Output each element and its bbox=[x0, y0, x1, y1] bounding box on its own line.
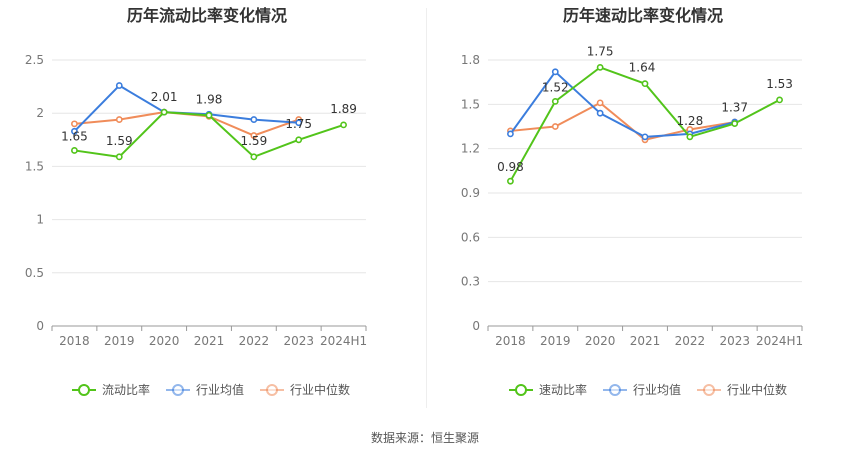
x-tick-label: 2019 bbox=[104, 334, 135, 348]
series-line-3 bbox=[74, 111, 300, 137]
data-point bbox=[71, 120, 78, 128]
data-label: 1.53 bbox=[766, 77, 793, 91]
data-point bbox=[115, 153, 123, 161]
data-label: 2.01 bbox=[151, 90, 178, 104]
y-tick-label: 0 bbox=[36, 319, 44, 333]
x-tick-label: 2023 bbox=[719, 334, 750, 348]
data-label: 1.59 bbox=[106, 134, 133, 148]
data-point bbox=[250, 132, 258, 139]
y-tick-label: 1 bbox=[36, 213, 44, 227]
data-point bbox=[596, 63, 604, 71]
legend-marker bbox=[172, 384, 184, 396]
y-tick-label: 2 bbox=[36, 106, 44, 120]
data-point bbox=[641, 133, 649, 141]
data-point bbox=[641, 80, 649, 88]
legend-label: 流动比率 bbox=[102, 382, 150, 397]
data-label: 1.89 bbox=[330, 102, 357, 116]
data-point bbox=[250, 153, 258, 161]
data-point bbox=[205, 111, 213, 119]
chart-1: 历年流动比率变化情况 0 0.5 1 1.5 2 2.5 2018 2019 2020 2021 20… bbox=[25, 6, 367, 397]
data-point bbox=[507, 130, 514, 138]
x-tick-label: 2022 bbox=[239, 334, 270, 348]
data-label: 1.52 bbox=[542, 80, 569, 94]
x-tick-label: 2018 bbox=[495, 334, 526, 348]
y-tick-label: 0 bbox=[472, 319, 480, 333]
y-tick-label: 0.9 bbox=[461, 186, 480, 200]
data-point bbox=[596, 109, 604, 117]
data-point bbox=[551, 123, 559, 130]
y-tick-label: 0.5 bbox=[25, 266, 44, 280]
y-tick-label: 1.2 bbox=[461, 142, 480, 156]
x-tick-label: 2021 bbox=[630, 334, 661, 348]
data-point bbox=[71, 147, 78, 154]
data-label: 1.98 bbox=[196, 92, 223, 106]
x-tick-label: 2024H1 bbox=[756, 334, 803, 348]
data-point bbox=[295, 136, 303, 144]
legend-label: 行业均值 bbox=[196, 382, 244, 397]
data-point bbox=[776, 96, 783, 104]
series-line-2 bbox=[509, 70, 735, 138]
x-tick-label: 2020 bbox=[585, 334, 616, 348]
data-point bbox=[250, 116, 258, 123]
x-tick-label: 2022 bbox=[675, 334, 706, 348]
x-tick-label: 2020 bbox=[149, 334, 180, 348]
legend-label: 速动比率 bbox=[539, 382, 587, 397]
panel-divider bbox=[426, 8, 427, 408]
legend-marker bbox=[78, 384, 90, 396]
chart-2: 历年速动比率变化情况 0 0.3 0.6 0.9 1.2 1.5 1.8 2018 2019 202… bbox=[461, 6, 803, 397]
series-line-3 bbox=[510, 101, 735, 141]
y-tick-label: 1.5 bbox=[25, 159, 44, 173]
series-line-2 bbox=[73, 84, 299, 132]
legend-marker bbox=[266, 384, 278, 396]
data-label: 1.64 bbox=[629, 61, 656, 75]
data-source-note: 数据来源：恒生聚源 bbox=[370, 431, 479, 445]
data-label: 0.98 bbox=[497, 160, 524, 174]
chart-title: 历年流动比率变化情况 bbox=[127, 6, 287, 25]
y-tick-label: 1.8 bbox=[461, 53, 480, 67]
data-label: 1.75 bbox=[285, 117, 312, 131]
legend-marker bbox=[609, 384, 621, 396]
data-point bbox=[115, 82, 123, 89]
data-point bbox=[115, 116, 123, 123]
y-tick-label: 0.6 bbox=[461, 230, 480, 244]
data-label: 1.59 bbox=[240, 134, 267, 148]
data-label: 1.65 bbox=[61, 129, 88, 143]
legend-marker bbox=[703, 384, 715, 396]
x-tick-label: 2018 bbox=[59, 334, 90, 348]
data-point bbox=[686, 133, 694, 141]
x-tick-label: 2024H1 bbox=[320, 334, 367, 348]
data-point bbox=[340, 121, 347, 129]
x-tick-label: 2019 bbox=[540, 334, 571, 348]
chart-title: 历年速动比率变化情况 bbox=[563, 6, 723, 25]
data-point bbox=[507, 177, 514, 185]
x-tick-label: 2021 bbox=[194, 334, 225, 348]
legend-marker bbox=[515, 384, 527, 396]
data-point bbox=[71, 127, 78, 135]
legend-label: 行业中位数 bbox=[290, 382, 350, 397]
y-tick-label: 1.5 bbox=[461, 97, 480, 111]
data-point bbox=[295, 119, 303, 127]
data-label: 1.28 bbox=[676, 114, 703, 128]
data-point bbox=[731, 120, 739, 127]
data-point bbox=[551, 68, 559, 76]
data-label: 1.75 bbox=[587, 44, 614, 58]
y-tick-label: 0.3 bbox=[461, 275, 480, 289]
data-point bbox=[596, 99, 604, 107]
legend-label: 行业均值 bbox=[633, 382, 681, 397]
legend-label: 行业中位数 bbox=[727, 382, 787, 397]
data-point bbox=[551, 97, 559, 105]
data-label: 1.37 bbox=[721, 101, 748, 115]
x-tick-label: 2023 bbox=[283, 334, 314, 348]
data-point bbox=[160, 108, 168, 116]
y-tick-label: 2.5 bbox=[25, 53, 44, 67]
